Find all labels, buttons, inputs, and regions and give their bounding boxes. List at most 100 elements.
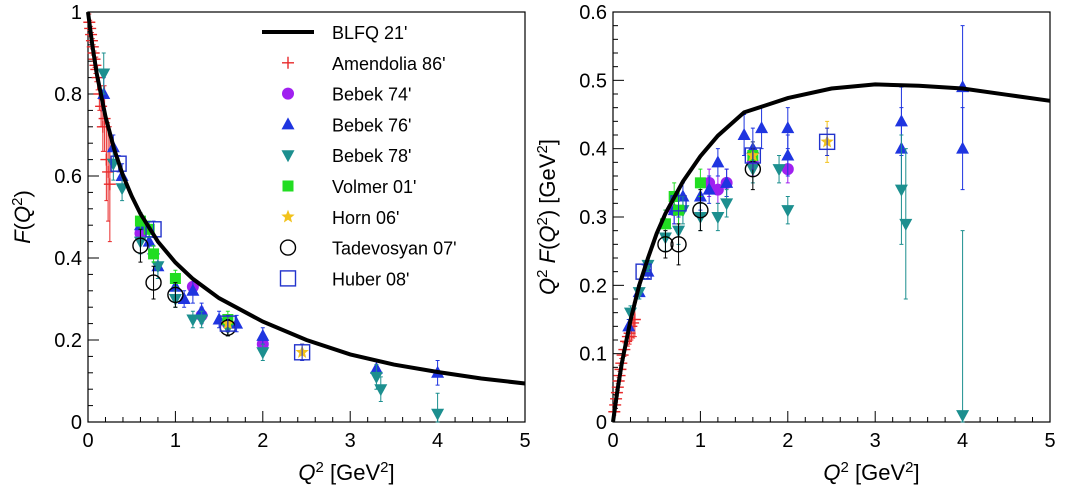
legend-label: Volmer 01' [332, 177, 416, 197]
data-point [97, 68, 111, 81]
data-point [657, 236, 674, 253]
data-point [711, 212, 725, 224]
error-bar [151, 265, 156, 300]
left-series-bebek-74 [134, 224, 269, 353]
left-plot-frame [87, 11, 526, 423]
data-point [692, 201, 709, 219]
data-point [737, 128, 751, 140]
data-point [894, 184, 908, 197]
data-point [195, 304, 209, 317]
data-point [103, 178, 116, 191]
data-point [635, 263, 652, 280]
legend-item-horn-06: Horn 06' [281, 208, 399, 228]
data-point [186, 314, 200, 327]
left-y-tick-label: 0.8 [54, 84, 82, 106]
right-y-tick-label: 0.2 [579, 275, 607, 297]
data-point [195, 314, 209, 327]
data-point [115, 183, 129, 196]
legend-item-blfq-21: BLFQ 21' [262, 23, 407, 43]
data-point [134, 215, 146, 227]
left-x-tick-label: 4 [432, 430, 443, 452]
data-point [256, 347, 270, 360]
right-y-tick-label: 0.3 [579, 207, 607, 229]
data-point [781, 205, 795, 218]
data-point [293, 344, 311, 361]
legend-marker [279, 239, 297, 256]
data-point [145, 274, 162, 291]
left-y-tick-label: 1 [71, 2, 82, 24]
right-curve-blfq-21 [611, 82, 1051, 423]
data-point [169, 273, 181, 284]
left-x-tick-label: 3 [345, 430, 356, 452]
legend-label: Huber 08' [332, 269, 409, 289]
left-x-tick-label: 5 [519, 430, 530, 452]
data-point [781, 148, 795, 161]
error-bar [750, 141, 755, 170]
left-x-axis-label: Q2 [GeV2] [298, 459, 394, 486]
legend-marker [282, 87, 294, 100]
data-point [219, 315, 237, 332]
data-point [177, 292, 191, 304]
legend-item-tadevosyan-07: Tadevosyan 07' [279, 239, 457, 259]
data-point [148, 248, 160, 260]
left-y-tick-label: 0.4 [54, 248, 82, 270]
data-point [256, 328, 270, 341]
data-point [151, 261, 165, 274]
legend-marker [279, 270, 297, 287]
right-series-tadevosyan-07 [657, 148, 762, 266]
left-y-tick-label: 0.2 [54, 330, 82, 352]
legend-item-bebek-74: Bebek 74' [282, 85, 412, 105]
data-point [167, 286, 184, 304]
left-y-tick-label: 0 [71, 412, 82, 434]
legend: BLFQ 21' Amendolia 86' Bebek 74' Bebek 76' B… [262, 23, 457, 289]
legend-item-huber-08: Huber 08' [279, 269, 409, 289]
right-x-tick-label: 2 [782, 430, 793, 452]
data-point [772, 164, 786, 177]
right-series-bebek-76 [622, 25, 970, 334]
data-point [369, 371, 383, 384]
legend-label: Horn 06' [332, 208, 399, 228]
data-point [659, 218, 671, 230]
legend-item-volmer-01: Volmer 01' [282, 177, 416, 197]
legend-marker [282, 56, 294, 69]
error-bar [698, 189, 703, 232]
data-point [720, 175, 734, 188]
right-x-tick-label: 5 [1044, 430, 1055, 452]
error-bar [960, 230, 965, 423]
error-bar [825, 127, 830, 156]
data-point [956, 410, 970, 423]
left-x-tick-label: 1 [170, 430, 181, 452]
right-series-bebek-78 [623, 134, 970, 423]
legend-label: Bebek 76' [332, 115, 412, 135]
data-point [818, 133, 836, 151]
data-point [755, 121, 769, 134]
data-point [956, 141, 970, 154]
left-panel: 0 1 2 3 4 5 0 0.2 0.4 0.6 0.8 1 Q2 [GeV2] F(Q2) BLFQ 2… [9, 2, 531, 485]
legend-marker [281, 150, 295, 163]
left-curve-blfq-21 [86, 11, 526, 386]
legend-label: Bebek 78' [332, 146, 412, 166]
data-point [781, 121, 795, 134]
legend-item-amendolia-86: Amendolia 86' [282, 54, 446, 74]
legend-label: Bebek 74' [332, 85, 412, 105]
data-point [142, 234, 156, 247]
right-series-huber-08 [635, 127, 836, 280]
right-y-tick-label: 0.6 [579, 2, 607, 24]
data-point [132, 237, 149, 254]
right-y-tick-label: 0.4 [579, 139, 607, 161]
right-y-axis-label: Q2 F(Q2) [GeV2] [534, 139, 561, 295]
right-y-tick-label: 0.5 [579, 70, 607, 92]
legend-label: Tadevosyan 07' [332, 239, 457, 259]
data-point [711, 155, 725, 168]
legend-item-bebek-76: Bebek 76' [281, 115, 412, 135]
right-x-tick-label: 1 [695, 430, 706, 452]
data-point [431, 408, 445, 421]
left-x-tick-label: 0 [82, 430, 93, 452]
right-x-tick-label: 3 [870, 430, 881, 452]
right-panel: 0 1 2 3 4 5 0 0.1 0.2 0.3 0.4 0.5 0.6 Q2 [GeV2] Q2 F(Q… [534, 2, 1056, 485]
data-point [720, 198, 734, 211]
legend-marker [281, 209, 295, 223]
right-x-tick-label: 4 [957, 430, 968, 452]
legend-label: BLFQ 21' [332, 23, 407, 43]
